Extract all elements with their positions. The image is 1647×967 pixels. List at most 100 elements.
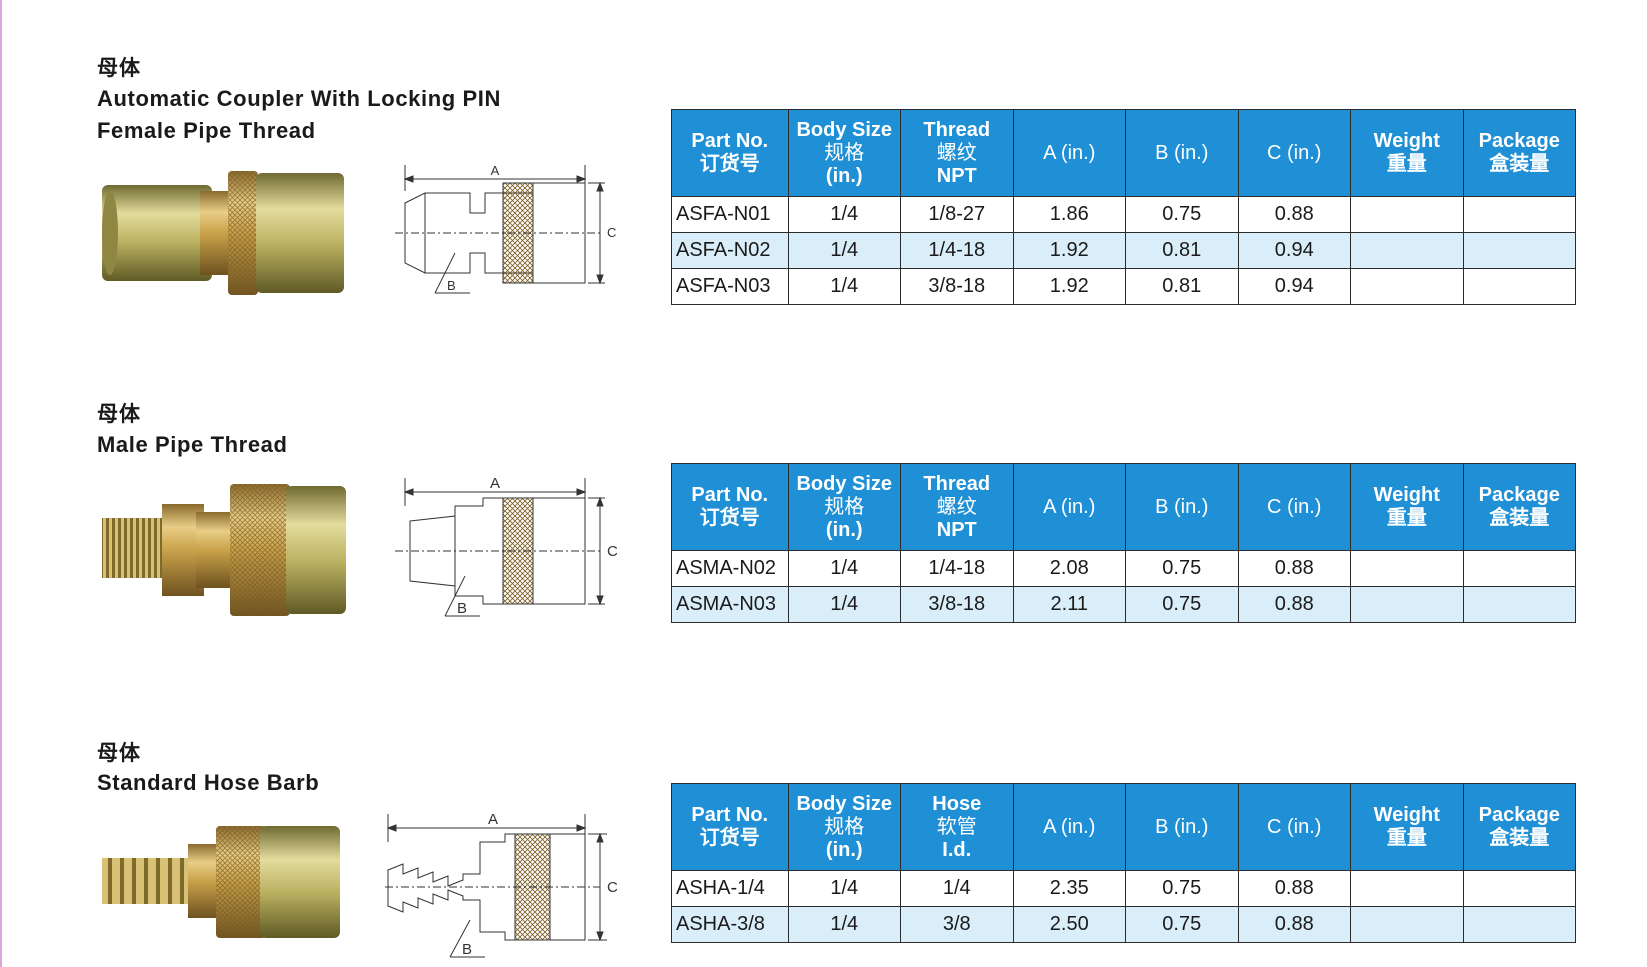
header-hose-id: Hose 软管 I.d. (900, 783, 1014, 871)
header-c: C (in.) (1237, 463, 1351, 551)
cell-a: 2.35 (1012, 870, 1126, 907)
cell-hose-id: 3/8 (900, 906, 1014, 943)
cell-b: 0.75 (1125, 870, 1239, 907)
header-weight: Weight 重量 (1350, 783, 1464, 871)
cell-package (1462, 586, 1576, 623)
coupler-female-drawing: A B C (395, 163, 616, 294)
cell-weight (1350, 550, 1464, 587)
coupler-male-drawing: A B C (395, 476, 618, 617)
cell-a: 2.50 (1012, 906, 1126, 943)
drawing-label-c: C (607, 543, 618, 560)
drawing-label-a: A (488, 812, 498, 828)
header-body-size: Body Size 规格 (in.) (787, 783, 901, 871)
cell-part-no: ASHA-1/4 (671, 870, 789, 907)
cell-body-size: 1/4 (787, 550, 901, 587)
cell-package (1462, 870, 1576, 907)
cell-package (1462, 268, 1576, 305)
header-thread: Thread 螺纹 NPT (900, 463, 1014, 551)
cell-weight (1350, 870, 1464, 907)
coupler-hose-barb-drawing: A B C (385, 812, 618, 958)
table-row: ASFA-N02 1/4 1/4-18 1.92 0.81 0.94 (671, 232, 1576, 269)
cell-b: 0.75 (1125, 906, 1239, 943)
table-row: ASFA-N03 1/4 3/8-18 1.92 0.81 0.94 (671, 268, 1576, 305)
header-package: Package 盒装量 (1462, 463, 1576, 551)
drawing-label-c: C (607, 225, 616, 240)
cell-a: 1.92 (1012, 232, 1126, 269)
section-title-line-1: Male Pipe Thread (97, 432, 288, 457)
drawing-label-c: C (607, 879, 618, 896)
table-header-row: Part No. 订货号 Body Size 规格 (in.) Hose 软管 I.d. … (671, 783, 1576, 871)
header-part-no: Part No. 订货号 (671, 109, 789, 197)
cell-body-size: 1/4 (787, 232, 901, 269)
cell-thread: 3/8-18 (900, 586, 1014, 623)
header-a: A (in.) (1012, 463, 1126, 551)
cell-package (1462, 550, 1576, 587)
header-b: B (in.) (1125, 463, 1239, 551)
header-body-size: Body Size 规格 (in.) (787, 463, 901, 551)
drawing-label-a: A (491, 163, 500, 178)
cell-part-no: ASFA-N01 (671, 196, 789, 233)
cell-body-size: 1/4 (787, 268, 901, 305)
cell-b: 0.75 (1125, 586, 1239, 623)
cell-package (1462, 906, 1576, 943)
cell-part-no: ASHA-3/8 (671, 906, 789, 943)
header-weight: Weight 重量 (1350, 109, 1464, 197)
header-part-no: Part No. 订货号 (671, 783, 789, 871)
drawing-label-a: A (490, 476, 500, 492)
cell-a: 1.92 (1012, 268, 1126, 305)
cell-a: 1.86 (1012, 196, 1126, 233)
cell-c: 0.88 (1237, 196, 1351, 233)
header-thread: Thread 螺纹 NPT (900, 109, 1014, 197)
table-row: ASMA-N03 1/4 3/8-18 2.11 0.75 0.88 (671, 586, 1576, 623)
drawing-label-b: B (447, 278, 456, 293)
cell-c: 0.94 (1237, 232, 1351, 269)
table-header-row: Part No. 订货号 Body Size 规格 (in.) Thread 螺纹 NPT… (671, 109, 1576, 197)
cell-c: 0.88 (1237, 550, 1351, 587)
coupler-female-photo (102, 171, 344, 295)
cell-body-size: 1/4 (787, 870, 901, 907)
section-cn-title: 母体 (97, 57, 141, 80)
cell-body-size: 1/4 (787, 906, 901, 943)
section-title-line-1: Standard Hose Barb (97, 770, 320, 795)
cell-body-size: 1/4 (787, 196, 901, 233)
header-weight: Weight 重量 (1350, 463, 1464, 551)
cell-c: 0.88 (1237, 870, 1351, 907)
cell-weight (1350, 586, 1464, 623)
table-row: ASMA-N02 1/4 1/4-18 2.08 0.75 0.88 (671, 550, 1576, 587)
cell-weight (1350, 906, 1464, 943)
cell-hose-id: 1/4 (900, 870, 1014, 907)
drawing-label-b: B (462, 941, 472, 958)
cell-weight (1350, 268, 1464, 305)
cell-thread: 1/4-18 (900, 232, 1014, 269)
header-a: A (in.) (1012, 783, 1126, 871)
cell-weight (1350, 196, 1464, 233)
header-c: C (in.) (1237, 109, 1351, 197)
spec-table: Part No. 订货号 Body Size 规格 (in.) Thread 螺纹 NPT… (671, 109, 1576, 305)
cell-a: 2.11 (1012, 586, 1126, 623)
cell-weight (1350, 232, 1464, 269)
cell-thread: 3/8-18 (900, 268, 1014, 305)
cell-c: 0.94 (1237, 268, 1351, 305)
coupler-hose-barb-photo (102, 826, 340, 938)
header-b: B (in.) (1125, 109, 1239, 197)
cell-b: 0.75 (1125, 550, 1239, 587)
cell-b: 0.81 (1125, 232, 1239, 269)
section-cn-title: 母体 (97, 403, 141, 426)
spec-table: Part No. 订货号 Body Size 规格 (in.) Hose 软管 I.d. … (671, 783, 1576, 943)
cell-body-size: 1/4 (787, 586, 901, 623)
coupler-male-photo (102, 484, 346, 616)
table-row: ASFA-N01 1/4 1/8-27 1.86 0.75 0.88 (671, 196, 1576, 233)
cell-part-no: ASMA-N03 (671, 586, 789, 623)
cell-b: 0.81 (1125, 268, 1239, 305)
table-header-row: Part No. 订货号 Body Size 规格 (in.) Thread 螺纹 NPT… (671, 463, 1576, 551)
cell-package (1462, 196, 1576, 233)
header-a: A (in.) (1012, 109, 1126, 197)
header-package: Package 盒装量 (1462, 783, 1576, 871)
cell-thread: 1/8-27 (900, 196, 1014, 233)
cell-a: 2.08 (1012, 550, 1126, 587)
spec-table: Part No. 订货号 Body Size 规格 (in.) Thread 螺纹 NPT… (671, 463, 1576, 623)
header-package: Package 盒装量 (1462, 109, 1576, 197)
cell-package (1462, 232, 1576, 269)
section-title-line-2: Female Pipe Thread (97, 118, 316, 143)
header-b: B (in.) (1125, 783, 1239, 871)
